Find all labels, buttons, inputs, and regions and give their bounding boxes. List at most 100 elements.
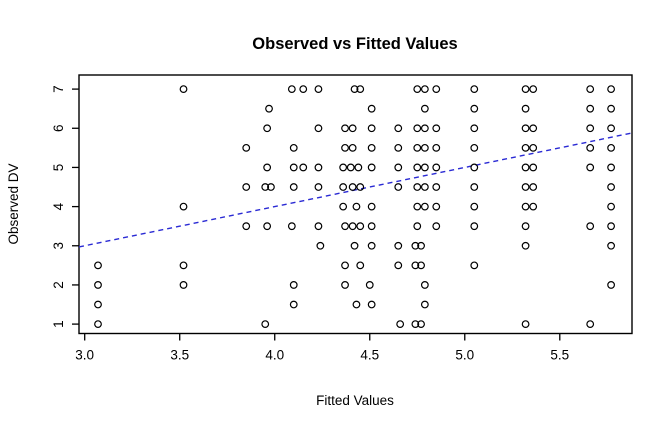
scatter-point	[586, 104, 595, 113]
scatter-point	[432, 85, 441, 93]
scatter-point	[367, 300, 376, 309]
scatter-point	[287, 85, 296, 93]
y-tick-label: 7	[51, 85, 66, 93]
scatter-point	[350, 241, 359, 250]
scatter-point	[367, 163, 376, 172]
x-tick-label: 4.5	[360, 348, 379, 363]
scatter-point	[367, 222, 376, 231]
scatter-point	[263, 163, 272, 172]
scatter-point	[394, 143, 403, 152]
scatter-point	[394, 163, 403, 172]
scatter-point	[521, 104, 530, 113]
scatter-point	[314, 85, 323, 93]
scatter-point	[179, 281, 188, 289]
scatter-point	[394, 124, 403, 133]
y-tick-label: 5	[51, 164, 66, 172]
scatter-point	[242, 183, 251, 191]
scatter-point	[94, 320, 102, 329]
scatter-point	[521, 222, 530, 231]
scatter-point	[94, 261, 102, 270]
scatter-point	[607, 241, 615, 250]
scatter-point	[607, 104, 615, 113]
scatter-point	[607, 124, 615, 133]
scatter-point	[417, 241, 425, 250]
identity-reference-line	[78, 132, 633, 248]
scatter-point	[341, 124, 349, 133]
scatter-point	[521, 143, 530, 152]
scatter-point	[432, 163, 441, 172]
scatter-point	[417, 261, 425, 270]
scatter-point	[265, 104, 273, 113]
y-axis-title: Observed DV	[6, 163, 21, 244]
scatter-point	[346, 163, 355, 172]
x-tick-label: 5.0	[455, 348, 474, 363]
y-tick-label: 2	[51, 281, 66, 289]
scatter-point	[287, 222, 296, 231]
scatter-point	[314, 183, 323, 191]
scatter-point	[470, 261, 479, 270]
scatter-point	[607, 143, 615, 152]
scatter-point	[413, 124, 422, 133]
scatter-point	[348, 124, 357, 133]
scatter-point	[356, 222, 365, 231]
scatter-point	[339, 202, 348, 211]
scatter-point	[354, 163, 363, 172]
scatter-point	[261, 320, 270, 329]
scatter-point	[432, 183, 441, 191]
x-tick-label: 5.5	[550, 348, 569, 363]
y-tick-label: 4	[51, 202, 66, 210]
plot-box	[78, 74, 633, 335]
scatter-point	[365, 281, 374, 289]
scatter-point	[420, 143, 429, 152]
scatter-point	[289, 143, 298, 152]
scatter-point	[521, 85, 530, 93]
scatter-point	[394, 241, 403, 250]
scatter-point	[521, 202, 530, 211]
scatter-point	[263, 222, 272, 231]
scatter-point	[607, 163, 615, 172]
scatter-point	[470, 85, 479, 93]
scatter-point	[607, 281, 615, 289]
scatter-point	[607, 222, 615, 231]
scatter-point	[179, 202, 188, 211]
scatter-point	[432, 202, 441, 211]
scatter-point	[314, 222, 323, 231]
scatter-point	[289, 183, 298, 191]
scatter-point	[413, 202, 422, 211]
scatter-point	[348, 143, 357, 152]
scatter-point	[420, 183, 429, 191]
scatter-point	[341, 261, 349, 270]
scatter-point	[350, 85, 359, 93]
scatter-point	[179, 261, 188, 270]
y-tick-label: 6	[51, 125, 66, 133]
scatter-point	[367, 202, 376, 211]
scatter-point	[94, 300, 102, 309]
scatter-point	[521, 183, 530, 191]
scatter-point	[267, 183, 275, 191]
scatter-point	[179, 85, 188, 93]
scatter-point	[413, 183, 422, 191]
scatter-point	[586, 124, 595, 133]
scatter-point	[94, 281, 102, 289]
scatter-point	[367, 104, 376, 113]
scatter-point	[352, 202, 361, 211]
chart-title: Observed vs Fitted Values	[252, 35, 457, 53]
scatter-point	[529, 143, 538, 152]
scatter-point	[586, 320, 595, 329]
scatter-point	[367, 241, 376, 250]
scatter-point	[341, 281, 349, 289]
plot-area: 3.0 3.5 4.0 4.5 5.0 5.5 1 2 3 4 5 6 7	[51, 74, 633, 363]
scatter-point	[529, 202, 538, 211]
scatter-point	[420, 85, 429, 93]
scatter-point	[261, 183, 270, 191]
scatter-point	[356, 85, 365, 93]
scatter-point	[411, 320, 420, 329]
scatter-point	[341, 143, 349, 152]
scatter-point	[420, 104, 429, 113]
scatter-point	[420, 202, 429, 211]
scatter-point	[411, 241, 420, 250]
scatter-point	[413, 143, 422, 152]
scatter-point	[470, 124, 479, 133]
scatter-point	[263, 124, 272, 133]
